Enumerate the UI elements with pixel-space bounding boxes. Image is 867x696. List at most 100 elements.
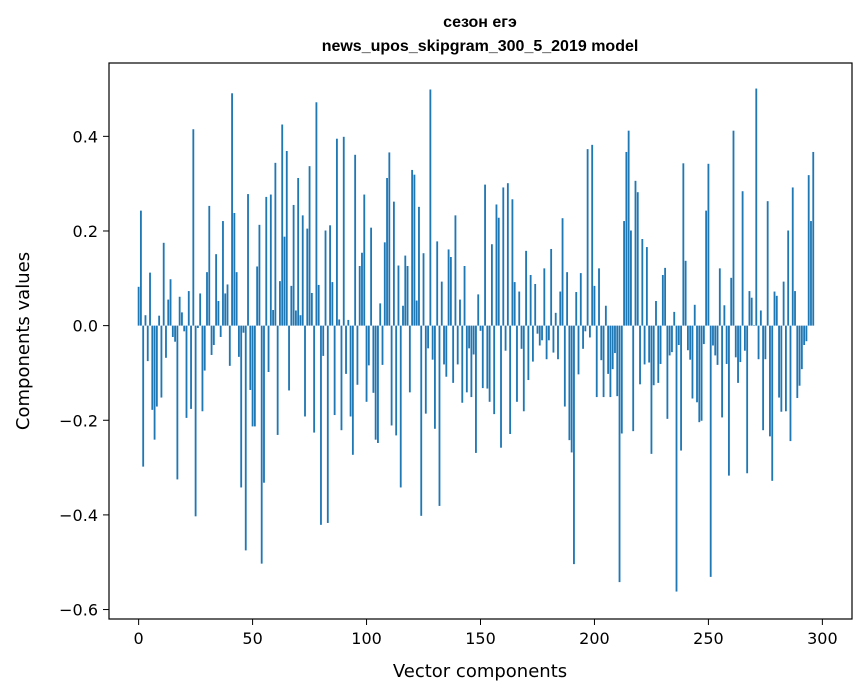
bar [541,325,543,341]
bar [322,325,325,356]
bar [210,325,213,355]
bar [445,325,448,377]
bar [634,180,637,326]
bar [652,325,655,386]
bar [616,325,619,397]
bar [639,325,641,385]
bar [475,325,477,453]
bar [527,325,530,381]
y-tick-label: 0.2 [73,222,98,241]
bar [146,325,149,362]
bar [372,325,375,393]
bar [582,325,584,349]
bar [803,325,806,346]
bar [807,175,810,326]
bar [500,325,502,448]
bar [297,177,300,326]
bar [158,315,161,326]
bar [413,174,416,326]
bar [165,325,167,358]
x-tick-label: 200 [579,629,610,648]
bar [447,249,450,326]
bar [465,325,468,393]
bar [169,279,172,326]
bar [178,296,181,326]
bar [342,136,345,326]
bar [365,325,368,402]
bar [408,325,411,393]
bar [561,218,564,326]
bar [472,325,475,355]
bar [787,230,790,326]
bar [570,325,573,453]
bar [588,325,591,338]
bar [324,230,327,326]
bar [144,315,147,326]
bar [789,325,792,442]
bar [285,151,288,326]
bar [356,325,359,385]
bar [769,325,771,437]
bar [479,325,482,331]
bar [304,325,306,417]
bar [363,194,366,326]
bar [554,312,557,326]
bar [288,325,290,391]
bar [181,312,183,326]
bar [155,325,158,407]
bar [418,206,420,326]
bars-group [137,88,815,592]
bar [812,151,815,326]
bar [579,273,582,326]
bar [543,268,546,326]
bar [550,248,553,326]
bar [593,285,596,326]
bar [260,325,263,564]
bar [750,297,753,326]
bar [732,130,735,326]
bar [315,102,318,326]
bar [361,252,363,326]
bar [354,154,357,326]
bar [137,286,140,326]
bar [671,325,673,353]
x-tick-label: 100 [351,629,382,648]
bar [406,265,409,326]
bar [771,325,774,481]
bar [468,325,471,349]
bar [618,325,621,583]
bar [741,191,744,326]
bar [643,325,646,365]
x-tick-label: 150 [465,629,496,648]
bar [240,325,243,488]
bar [798,325,801,386]
bar [598,268,600,326]
bar [206,272,208,326]
bar [294,310,297,326]
bar [627,130,630,326]
bar [249,325,252,390]
bar [265,196,268,326]
bar [764,325,767,360]
bar [730,277,733,326]
bar [235,272,238,326]
bar [190,325,192,409]
bar [199,293,202,326]
bar [490,244,493,326]
bar [320,325,322,525]
bar [536,325,539,334]
bar [415,300,418,326]
bar [420,325,423,516]
bar [383,242,386,326]
bar [370,227,373,326]
bar [217,301,220,326]
bar [604,305,607,326]
bar [388,152,391,326]
bar [600,325,603,361]
bar [693,304,696,326]
bar [411,169,414,326]
bar [434,325,436,429]
bar [162,242,165,326]
bar [397,265,400,326]
bar [452,325,455,383]
